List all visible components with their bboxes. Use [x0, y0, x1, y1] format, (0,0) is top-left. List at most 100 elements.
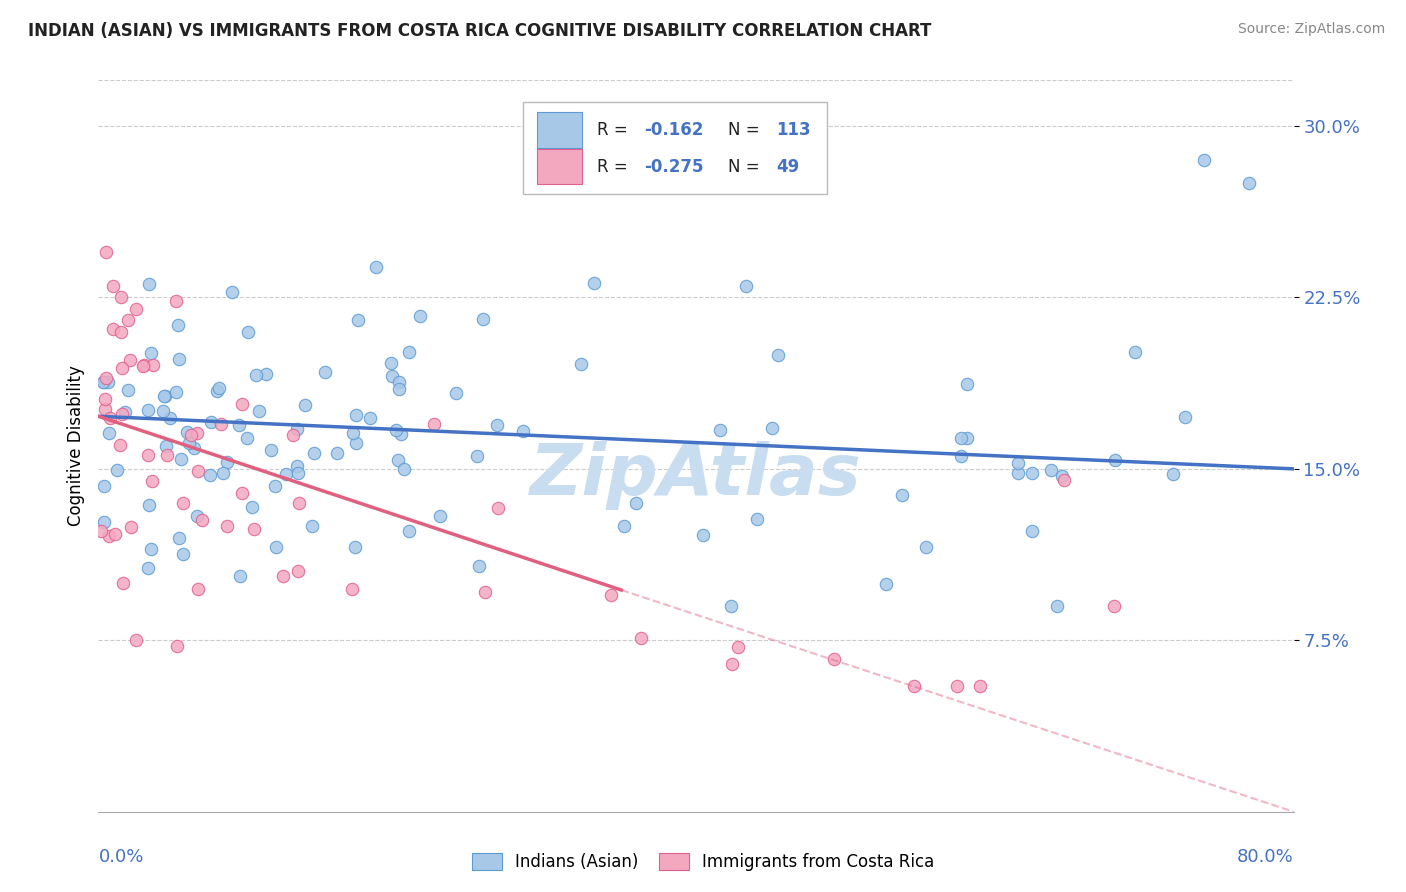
Point [105, 463, 128, 477]
Point [165, 293, 187, 308]
Point [172, 496, 194, 510]
Point [398, 345, 420, 359]
Point [217, 519, 239, 533]
Point [1007, 456, 1029, 470]
Point [110, 290, 132, 304]
Point [138, 498, 160, 512]
Text: 80.0%: 80.0% [1237, 848, 1294, 866]
Point [142, 358, 165, 372]
Point [346, 312, 368, 326]
FancyBboxPatch shape [523, 103, 827, 194]
Point [93, 516, 115, 530]
Point [1007, 466, 1029, 480]
Point [340, 582, 363, 596]
Text: -0.162: -0.162 [644, 121, 704, 139]
Text: 49: 49 [776, 158, 799, 176]
Point [91, 375, 114, 389]
Point [388, 382, 411, 396]
Point [98, 410, 121, 425]
Point [1174, 409, 1197, 424]
Text: ZipAtlas: ZipAtlas [530, 441, 862, 509]
Point [949, 449, 972, 463]
Point [228, 569, 250, 583]
Point [266, 540, 288, 554]
Point [956, 376, 979, 391]
Point [176, 425, 198, 439]
Point [96, 371, 118, 385]
Text: INDIAN (ASIAN) VS IMMIGRANTS FROM COSTA RICA COGNITIVE DISABILITY CORRELATION CH: INDIAN (ASIAN) VS IMMIGRANTS FROM COSTA … [28, 22, 932, 40]
Point [221, 285, 243, 299]
Point [167, 531, 190, 545]
Point [950, 431, 973, 445]
Point [630, 631, 652, 645]
Point [273, 568, 295, 582]
Text: R =: R = [596, 121, 633, 139]
Point [125, 633, 148, 648]
Point [486, 501, 509, 516]
Point [474, 584, 496, 599]
Point [94, 244, 117, 259]
Text: R =: R = [596, 158, 633, 176]
Text: Source: ZipAtlas.com: Source: ZipAtlas.com [1237, 22, 1385, 37]
Point [344, 408, 367, 422]
Point [141, 474, 163, 488]
Point [231, 486, 253, 500]
Point [1104, 453, 1126, 467]
Point [709, 423, 731, 437]
Y-axis label: Cognitive Disability: Cognitive Disability [66, 366, 84, 526]
Point [343, 540, 366, 554]
Point [301, 519, 323, 533]
Point [761, 421, 783, 435]
Point [167, 352, 190, 367]
Point [734, 278, 756, 293]
Point [260, 443, 283, 458]
Point [236, 431, 259, 445]
Point [159, 411, 181, 425]
Point [117, 383, 139, 397]
Point [288, 496, 311, 510]
Point [387, 453, 409, 467]
Point [238, 325, 260, 339]
Point [179, 435, 201, 450]
Point [90, 524, 112, 539]
Point [314, 365, 336, 379]
Point [569, 357, 592, 371]
Point [823, 652, 845, 666]
Point [285, 458, 308, 473]
Point [209, 417, 232, 431]
Point [423, 417, 446, 431]
Point [132, 358, 155, 372]
Point [118, 353, 141, 368]
Point [138, 277, 160, 291]
Point [152, 404, 174, 418]
Point [110, 438, 132, 452]
Point [512, 424, 534, 438]
Point [110, 325, 132, 339]
Point [165, 385, 187, 400]
Point [274, 467, 297, 482]
Point [903, 679, 925, 693]
Point [946, 679, 969, 693]
Point [1104, 599, 1126, 613]
Point [613, 519, 636, 533]
Point [392, 461, 415, 475]
Point [187, 464, 209, 478]
Point [212, 467, 235, 481]
Point [444, 386, 467, 401]
Point [183, 441, 205, 455]
Text: 113: 113 [776, 121, 811, 139]
Point [198, 468, 221, 483]
Point [1123, 344, 1146, 359]
Point [228, 418, 250, 433]
Point [139, 346, 162, 360]
Point [624, 496, 647, 510]
Text: 0.0%: 0.0% [98, 848, 143, 866]
Point [111, 361, 134, 376]
Point [264, 479, 287, 493]
Point [114, 405, 136, 419]
Point [1021, 466, 1043, 480]
Point [745, 511, 768, 525]
Point [104, 527, 127, 541]
Point [97, 375, 120, 389]
Point [155, 439, 177, 453]
